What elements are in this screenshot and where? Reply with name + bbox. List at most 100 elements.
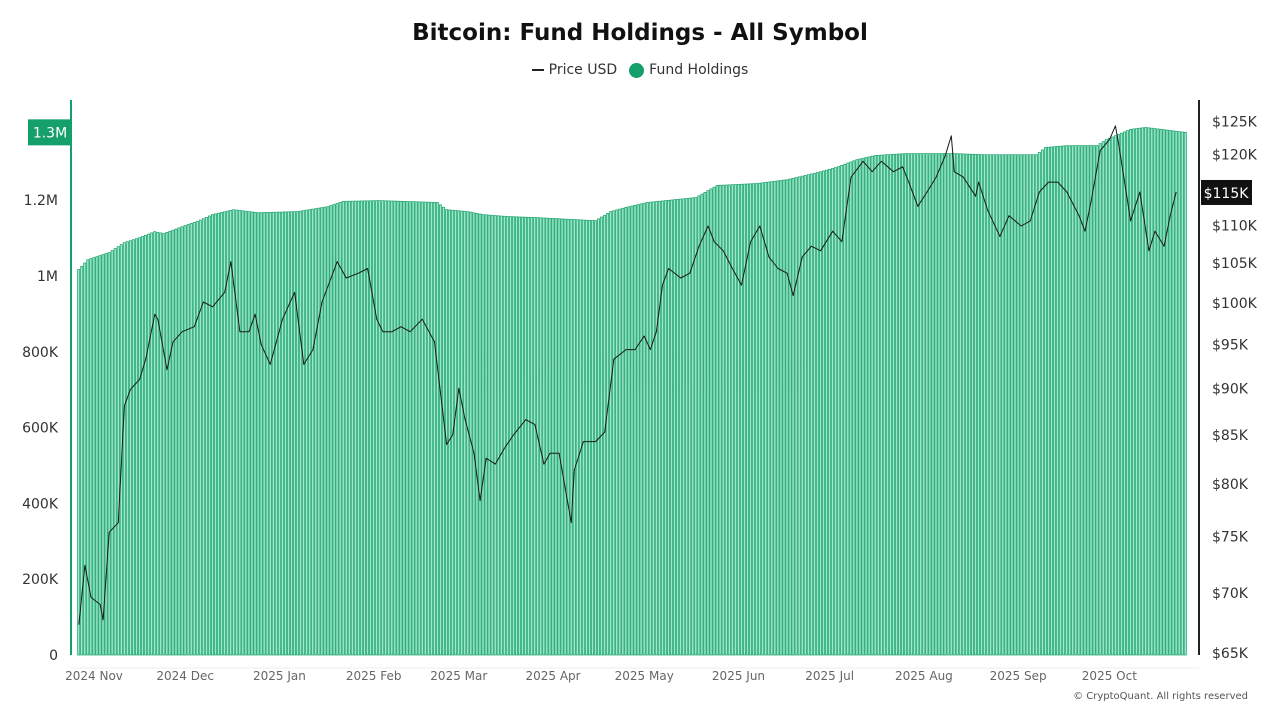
holdings-bar — [983, 154, 987, 656]
holdings-bar — [721, 184, 725, 656]
legend-item-price[interactable]: Price USD — [531, 62, 617, 78]
holdings-bar — [287, 211, 290, 656]
holdings-bar — [773, 180, 777, 656]
holdings-bar — [1062, 145, 1066, 656]
holdings-bar — [788, 178, 792, 656]
holdings-bar — [667, 199, 670, 656]
holdings-bar — [645, 202, 649, 656]
holdings-bar — [128, 240, 132, 656]
holdings-bar — [207, 215, 211, 656]
holdings-bar — [572, 219, 576, 656]
holdings-bar — [162, 233, 166, 656]
holdings-bar — [268, 212, 272, 656]
x-tick-label: 2025 Sep — [990, 669, 1047, 683]
holdings-bar — [1141, 127, 1145, 656]
holdings-bar — [110, 250, 114, 656]
holdings-bar — [454, 210, 458, 656]
holdings-bar — [211, 214, 214, 656]
holdings-bar — [86, 259, 90, 656]
holdings-bar — [606, 213, 610, 656]
holdings-bar — [560, 218, 564, 656]
holdings-bar — [317, 207, 321, 656]
holdings-bar — [393, 200, 397, 656]
x-tick-label: 2024 Nov — [65, 669, 123, 683]
holdings-bar — [299, 210, 303, 656]
holdings-bar — [226, 210, 230, 656]
holdings-bar — [107, 252, 111, 656]
holdings-bar — [785, 179, 789, 656]
holdings-bar — [116, 246, 120, 656]
holdings-bar — [1016, 154, 1020, 656]
right-tick-label: $65K — [1212, 646, 1249, 662]
holdings-bar — [138, 237, 141, 656]
holdings-bar — [633, 204, 637, 656]
holdings-bar — [326, 206, 330, 656]
holdings-bar — [949, 153, 953, 656]
holdings-bar — [198, 219, 202, 656]
holdings-bar — [241, 210, 245, 656]
holdings-bar — [238, 210, 242, 656]
holdings-bar — [925, 153, 929, 656]
holdings-bar — [77, 269, 81, 656]
holdings-bar — [974, 154, 977, 656]
holdings-bar — [426, 201, 430, 656]
holdings-bar — [876, 154, 880, 656]
holdings-bar — [891, 153, 895, 656]
holdings-bar — [1083, 145, 1087, 656]
holdings-bar — [460, 210, 464, 656]
holdings-bar — [1086, 145, 1090, 656]
holdings-bar — [566, 218, 570, 656]
holdings-bar — [852, 160, 856, 656]
right-tick-label: $100K — [1212, 296, 1258, 312]
holdings-bar — [727, 184, 731, 656]
holdings-bar — [660, 200, 664, 656]
holdings-bar — [378, 200, 382, 656]
legend-item-holdings[interactable]: Fund Holdings — [629, 62, 748, 78]
holdings-bar — [1019, 154, 1023, 656]
holdings-bar — [1171, 130, 1175, 656]
holdings-bar — [557, 218, 561, 656]
holdings-bar — [1043, 147, 1047, 656]
holdings-bar — [989, 154, 993, 656]
holdings-bar — [791, 177, 795, 656]
holdings-bar — [597, 218, 600, 656]
holdings-bar — [794, 177, 798, 656]
holdings-bar — [113, 248, 117, 656]
holdings-bar — [1007, 154, 1011, 656]
holdings-bar — [648, 201, 652, 656]
x-tick-label: 2025 Jul — [805, 669, 854, 683]
holdings-bar — [864, 157, 868, 656]
holdings-bar — [916, 153, 920, 656]
holdings-bar — [934, 153, 938, 656]
holdings-bar — [551, 218, 555, 656]
holdings-bar — [457, 210, 461, 656]
holdings-bar — [673, 199, 676, 656]
holdings-bar — [396, 200, 400, 656]
holdings-bar — [344, 200, 348, 656]
holdings-bar — [703, 191, 707, 656]
holdings-bar — [174, 228, 178, 656]
holdings-bar — [1095, 145, 1099, 656]
holdings-bar — [980, 154, 984, 656]
holdings-bar — [578, 219, 582, 656]
holdings-bar — [192, 222, 196, 656]
right-tick-label: $120K — [1212, 148, 1258, 164]
left-tick-label: 1M — [37, 269, 58, 285]
holdings-bar — [873, 155, 877, 656]
holdings-bar — [1065, 145, 1069, 656]
holdings-bar — [171, 229, 175, 656]
holdings-bar — [743, 183, 746, 656]
holdings-bar — [356, 200, 360, 656]
holdings-bar — [122, 242, 126, 656]
holdings-bar — [554, 218, 558, 656]
holdings-bar — [214, 213, 217, 656]
holdings-bar — [496, 215, 500, 656]
holdings-bar — [755, 183, 759, 656]
holdings-bar — [350, 200, 354, 656]
holdings-bar — [1132, 128, 1136, 656]
holdings-bar — [1022, 154, 1026, 656]
holdings-bar — [1010, 154, 1014, 656]
holdings-bar — [533, 217, 537, 656]
holdings-bar — [1050, 146, 1053, 656]
